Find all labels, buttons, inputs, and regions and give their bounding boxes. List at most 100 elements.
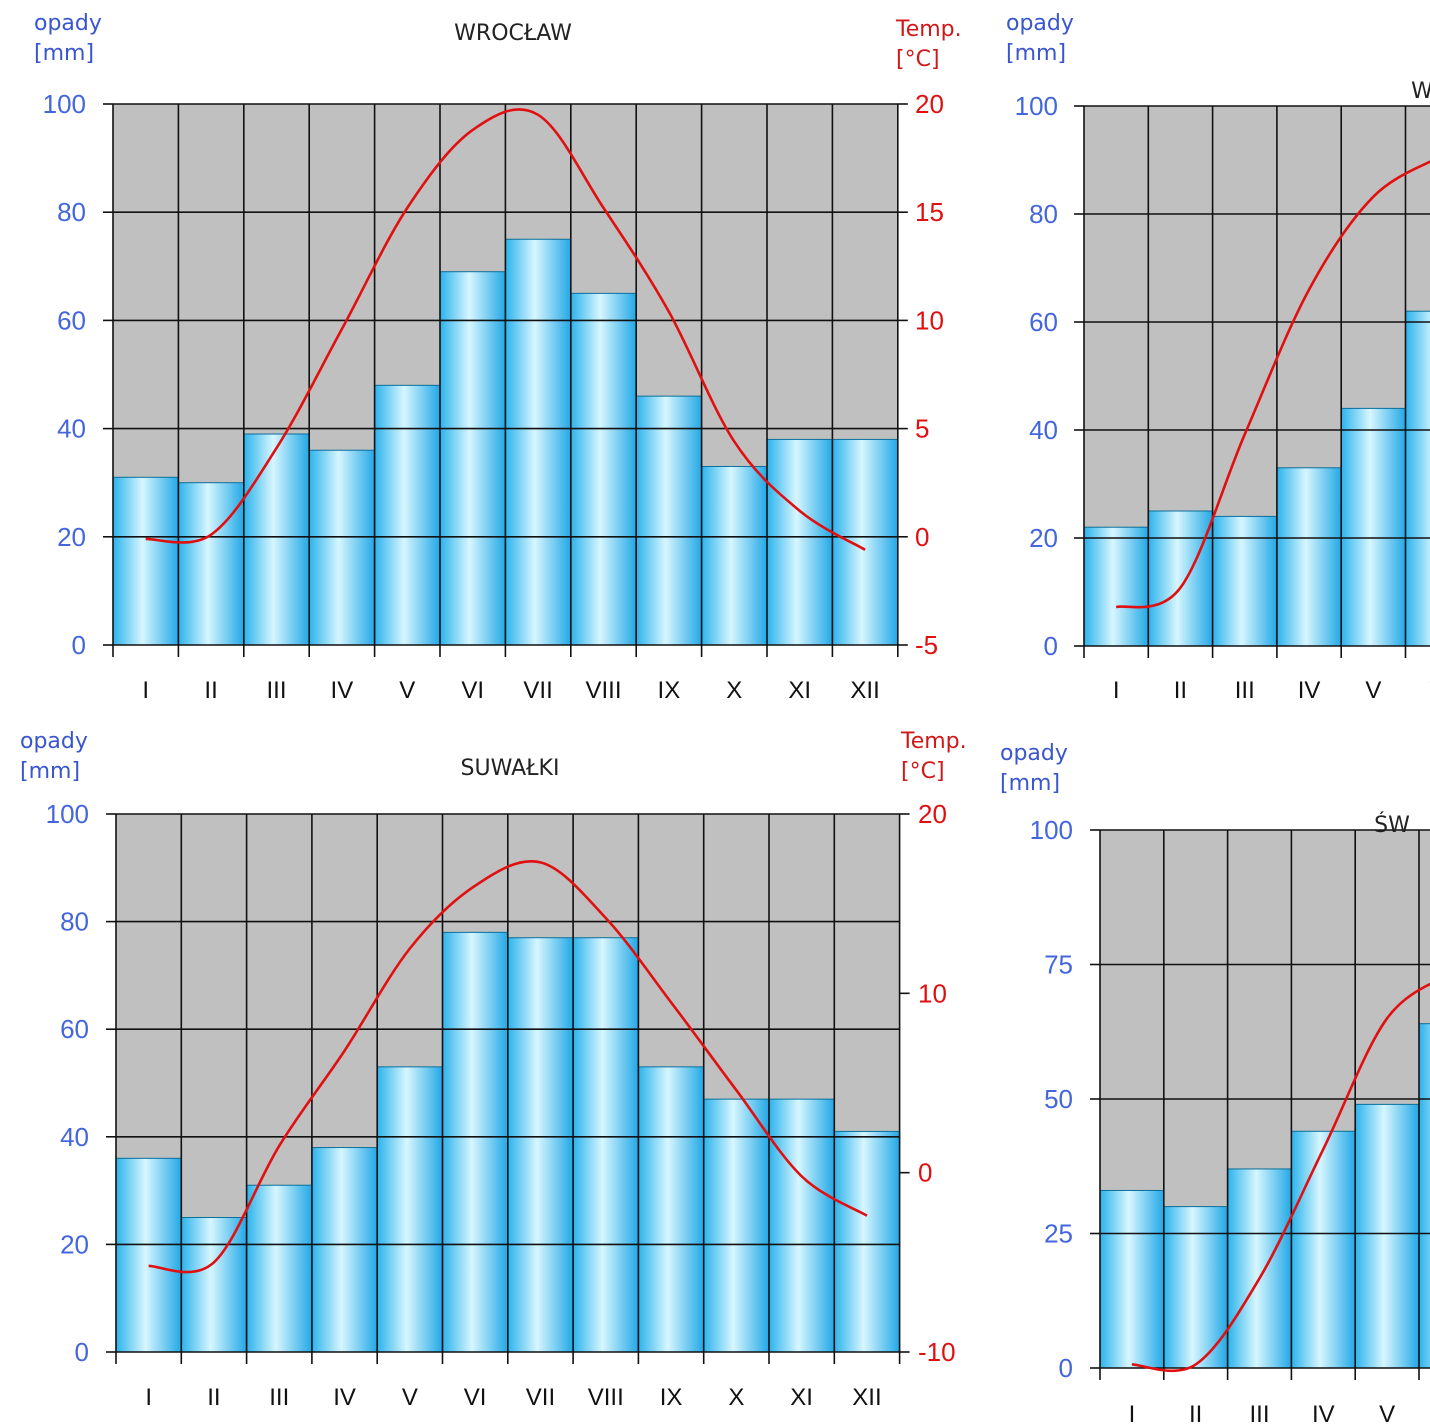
category-label: IX (660, 1384, 683, 1411)
category-label: I (1129, 1401, 1136, 1428)
y-axis-label: opady (1006, 11, 1074, 36)
y2-axis-label: Temp. (900, 729, 967, 754)
tick-label-left: 60 (57, 305, 86, 335)
category-label: XII (850, 677, 879, 704)
precip-bar (1228, 1169, 1292, 1368)
y-axis-label: opady (1000, 741, 1068, 766)
category-label: VI (461, 677, 484, 704)
y-axis-label: [mm] (34, 41, 94, 66)
category-label: IV (1312, 1401, 1335, 1428)
tick-label-left: 0 (1044, 631, 1058, 661)
precip-bar (1213, 516, 1277, 646)
precip-bar (116, 1158, 181, 1352)
tick-label-left: 80 (60, 907, 89, 937)
category-label: VIII (585, 677, 621, 704)
tick-label-left: 100 (1015, 91, 1058, 121)
precip-bar (702, 466, 767, 645)
y2-axis-label: [°C] (896, 47, 940, 72)
chart-title: WROCŁAW (454, 21, 572, 46)
tick-label-left: 60 (60, 1014, 89, 1044)
precip-bar (1406, 311, 1430, 646)
category-label: II (1174, 677, 1187, 704)
category-label: VI (464, 1384, 487, 1411)
y-axis-label: [mm] (1000, 771, 1060, 796)
precip-bar (573, 938, 638, 1352)
tick-label-left: 60 (1029, 307, 1058, 337)
category-label: V (399, 677, 415, 704)
category-label: VII (523, 677, 552, 704)
y2-axis-label: [°C] (901, 759, 945, 784)
category-label: I (142, 677, 149, 704)
precip-bar (1100, 1190, 1164, 1368)
precip-bar (505, 239, 570, 645)
category-label: XI (788, 677, 811, 704)
tick-label-right: 15 (915, 197, 944, 227)
category-label: IV (331, 677, 354, 704)
precip-bar (1277, 468, 1341, 646)
category-label: V (1365, 677, 1381, 704)
chart-title: SUWAŁKI (461, 756, 560, 781)
precip-bar (309, 450, 374, 645)
precip-bar (832, 439, 897, 645)
category-label: II (204, 677, 217, 704)
precip-bar (247, 1185, 312, 1352)
category-label: III (1249, 1401, 1269, 1428)
tick-label-left: 80 (57, 197, 86, 227)
tick-label-right: -5 (915, 630, 938, 660)
category-label: III (269, 1384, 289, 1411)
tick-label-right: 5 (915, 414, 929, 444)
category-label: V (402, 1384, 418, 1411)
tick-label-right: 10 (915, 305, 944, 335)
precip-bar (377, 1067, 442, 1352)
precip-bar (113, 477, 178, 645)
precip-bar (1341, 408, 1405, 646)
tick-label-left: 40 (60, 1122, 89, 1152)
precip-bar (834, 1131, 899, 1352)
category-label: II (207, 1384, 220, 1411)
tick-label-left: 100 (43, 89, 86, 119)
tick-label-left: 0 (75, 1337, 89, 1367)
chart-title: W (1411, 79, 1430, 104)
category-label: VIII (588, 1384, 624, 1411)
category-label: IV (333, 1384, 356, 1411)
precip-bar (181, 1218, 246, 1353)
category-label: IV (1298, 677, 1321, 704)
precip-bar (312, 1148, 377, 1352)
category-label: I (145, 1384, 152, 1411)
precip-bar (1148, 511, 1212, 646)
tick-label-right: 20 (915, 89, 944, 119)
category-label: III (1235, 677, 1255, 704)
precip-bar (508, 938, 573, 1352)
precip-bar (440, 272, 505, 645)
tick-label-left: 80 (1029, 199, 1058, 229)
precip-bar (636, 396, 701, 645)
precip-bar (1084, 527, 1148, 646)
tick-label-left: 75 (1044, 950, 1073, 980)
chart-title: ŚW (1374, 812, 1410, 838)
tick-label-left: 20 (57, 522, 86, 552)
category-label: VII (526, 1384, 555, 1411)
tick-label-left: 20 (60, 1229, 89, 1259)
tick-label-left: 40 (1029, 415, 1058, 445)
category-label: IX (658, 677, 681, 704)
category-label: XI (790, 1384, 813, 1411)
category-label: XII (852, 1384, 881, 1411)
precip-bar (375, 385, 440, 645)
category-label: V (1379, 1401, 1395, 1428)
tick-label-right: 10 (918, 978, 947, 1008)
precip-bar (1355, 1104, 1419, 1368)
precip-bar (244, 434, 309, 645)
tick-label-left: 50 (1044, 1084, 1073, 1114)
tick-label-left: 0 (72, 630, 86, 660)
y2-axis-label: Temp. (895, 17, 962, 42)
category-label: X (728, 1384, 744, 1411)
tick-label-left: 20 (1029, 523, 1058, 553)
precip-bar (638, 1067, 703, 1352)
tick-label-left: 25 (1044, 1219, 1073, 1249)
category-label: I (1113, 677, 1120, 704)
y-axis-label: opady (20, 729, 88, 754)
